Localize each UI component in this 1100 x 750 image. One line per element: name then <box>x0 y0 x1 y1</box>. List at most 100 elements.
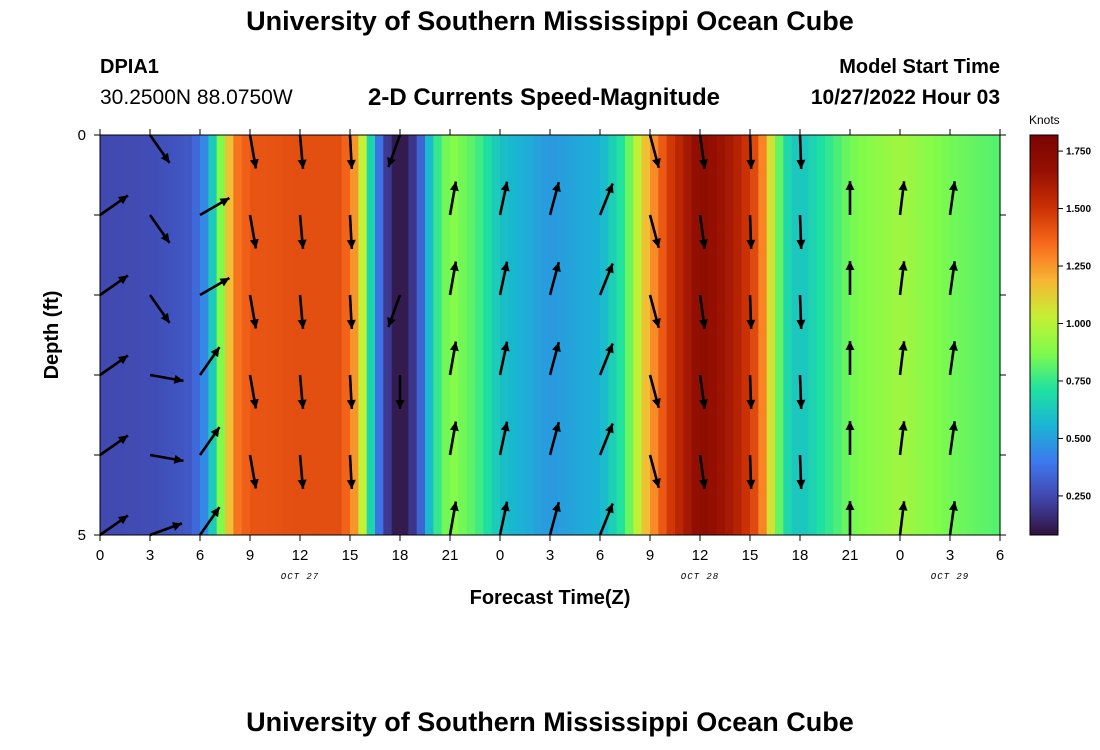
x-tick-label: 21 <box>442 547 459 564</box>
heatmap-cell <box>800 135 809 535</box>
x-axis-label: Forecast Time(Z) <box>470 587 631 609</box>
x-tick-label: 0 <box>96 547 104 564</box>
heatmap-cell <box>883 135 893 535</box>
colorbar-tick-label: 0.750 <box>1066 376 1091 387</box>
x-tick-label: 6 <box>196 547 204 564</box>
heatmap-cell <box>383 135 393 535</box>
heatmap-cell <box>916 135 926 535</box>
heatmap-cell <box>516 135 526 535</box>
heatmap-cell <box>233 135 243 535</box>
x-tick-label: 9 <box>246 547 254 564</box>
heatmap-cell <box>241 135 251 535</box>
heatmap-cell <box>425 135 434 535</box>
heatmap-cell <box>400 135 409 535</box>
current-vector-head <box>898 421 908 431</box>
current-vector-head <box>500 501 510 512</box>
station-coordinates: 30.2500N 88.0750W <box>100 86 293 109</box>
current-vector-head <box>346 399 356 409</box>
date-label: OCT 27 <box>281 572 319 582</box>
current-vector-head <box>172 522 182 531</box>
current-vector-head <box>605 183 614 194</box>
current-vector-head <box>210 347 220 358</box>
current-vector-head <box>249 238 259 249</box>
current-vector-head <box>845 261 855 270</box>
heatmap-cell <box>708 135 718 535</box>
colorbar-tick-label: 1.250 <box>1066 262 1091 273</box>
heatmap-cell <box>291 135 301 535</box>
current-vector-head <box>796 239 806 249</box>
colorbar-ticks: 0.250 0.500 0.750 1.000 1.250 1.500 1.750 <box>1058 147 1091 502</box>
heatmap-cell <box>650 135 659 535</box>
y-tick-label: 0 <box>78 127 86 144</box>
current-vector-head <box>845 421 855 430</box>
current-vector-head <box>796 399 806 409</box>
colorbar-tick-label: 1.500 <box>1066 204 1091 215</box>
current-vector-head <box>449 261 459 272</box>
heatmap-cell <box>950 135 959 535</box>
heatmap-cell <box>625 135 634 535</box>
heatmap-cell <box>375 135 384 535</box>
current-vector-head <box>160 232 170 243</box>
heatmap-cell <box>341 135 351 535</box>
current-vector-head <box>117 195 128 205</box>
current-vector-head <box>500 181 510 192</box>
current-vector-head <box>605 503 614 514</box>
heatmap-cell <box>733 135 743 535</box>
heatmap-cell <box>633 135 643 535</box>
x-tick-label: 15 <box>742 547 759 564</box>
x-tick-label: 18 <box>792 547 809 564</box>
current-vector-head <box>552 182 561 192</box>
heatmap-cell <box>466 135 476 535</box>
current-vector-head <box>746 159 756 169</box>
current-vector-head <box>449 341 459 352</box>
current-vector-head <box>500 341 510 352</box>
heatmap-cell <box>441 135 451 535</box>
heatmap-cell <box>558 135 568 535</box>
current-vector-head <box>449 181 459 192</box>
current-vector-head <box>249 158 259 169</box>
heatmap-cell <box>750 135 759 535</box>
x-tick-label: 0 <box>496 547 504 564</box>
current-vector-head <box>117 515 128 525</box>
heatmap-cell <box>983 135 993 535</box>
heatmap-cell <box>216 135 226 535</box>
heatmap-cell <box>725 135 734 535</box>
x-tick-label: 6 <box>996 547 1004 564</box>
heatmap-cell <box>583 135 593 535</box>
current-vector-head <box>117 355 128 365</box>
colorbar-tick-label: 0.500 <box>1066 434 1091 445</box>
x-tick-label: 18 <box>392 547 409 564</box>
heatmap-cell <box>900 135 909 535</box>
heatmap-cell <box>966 135 976 535</box>
current-vector-head <box>297 239 307 249</box>
current-vector-head <box>552 262 561 272</box>
heatmap-cell <box>816 135 826 535</box>
current-vector-head <box>845 181 855 190</box>
heatmap-cell <box>875 135 884 535</box>
current-vectors <box>99 134 958 537</box>
heatmap-cell <box>991 135 1001 535</box>
current-vector-head <box>605 263 614 274</box>
model-start-label: Model Start Time <box>839 56 1000 78</box>
heatmap-cell <box>183 135 193 535</box>
current-vector-head <box>249 478 259 489</box>
heatmap-cell <box>908 135 918 535</box>
current-vector-head <box>346 159 356 169</box>
x-tick-label: 3 <box>546 547 554 564</box>
heatmap-cell <box>550 135 559 535</box>
heatmap-cell <box>858 135 868 535</box>
current-vector-head <box>796 319 806 329</box>
current-vector-head <box>796 479 806 489</box>
heatmap-cell <box>116 135 126 535</box>
heatmap-cell <box>658 135 668 535</box>
current-vector-head <box>652 398 661 408</box>
x-tick-label: 15 <box>342 547 359 564</box>
heatmap-cell <box>616 135 626 535</box>
heatmap-cell <box>683 135 693 535</box>
current-vector-head <box>746 479 756 489</box>
heatmap-cell <box>841 135 851 535</box>
heatmap-cell <box>225 135 234 535</box>
current-vector-head <box>699 319 708 329</box>
heatmap-cell <box>325 135 334 535</box>
